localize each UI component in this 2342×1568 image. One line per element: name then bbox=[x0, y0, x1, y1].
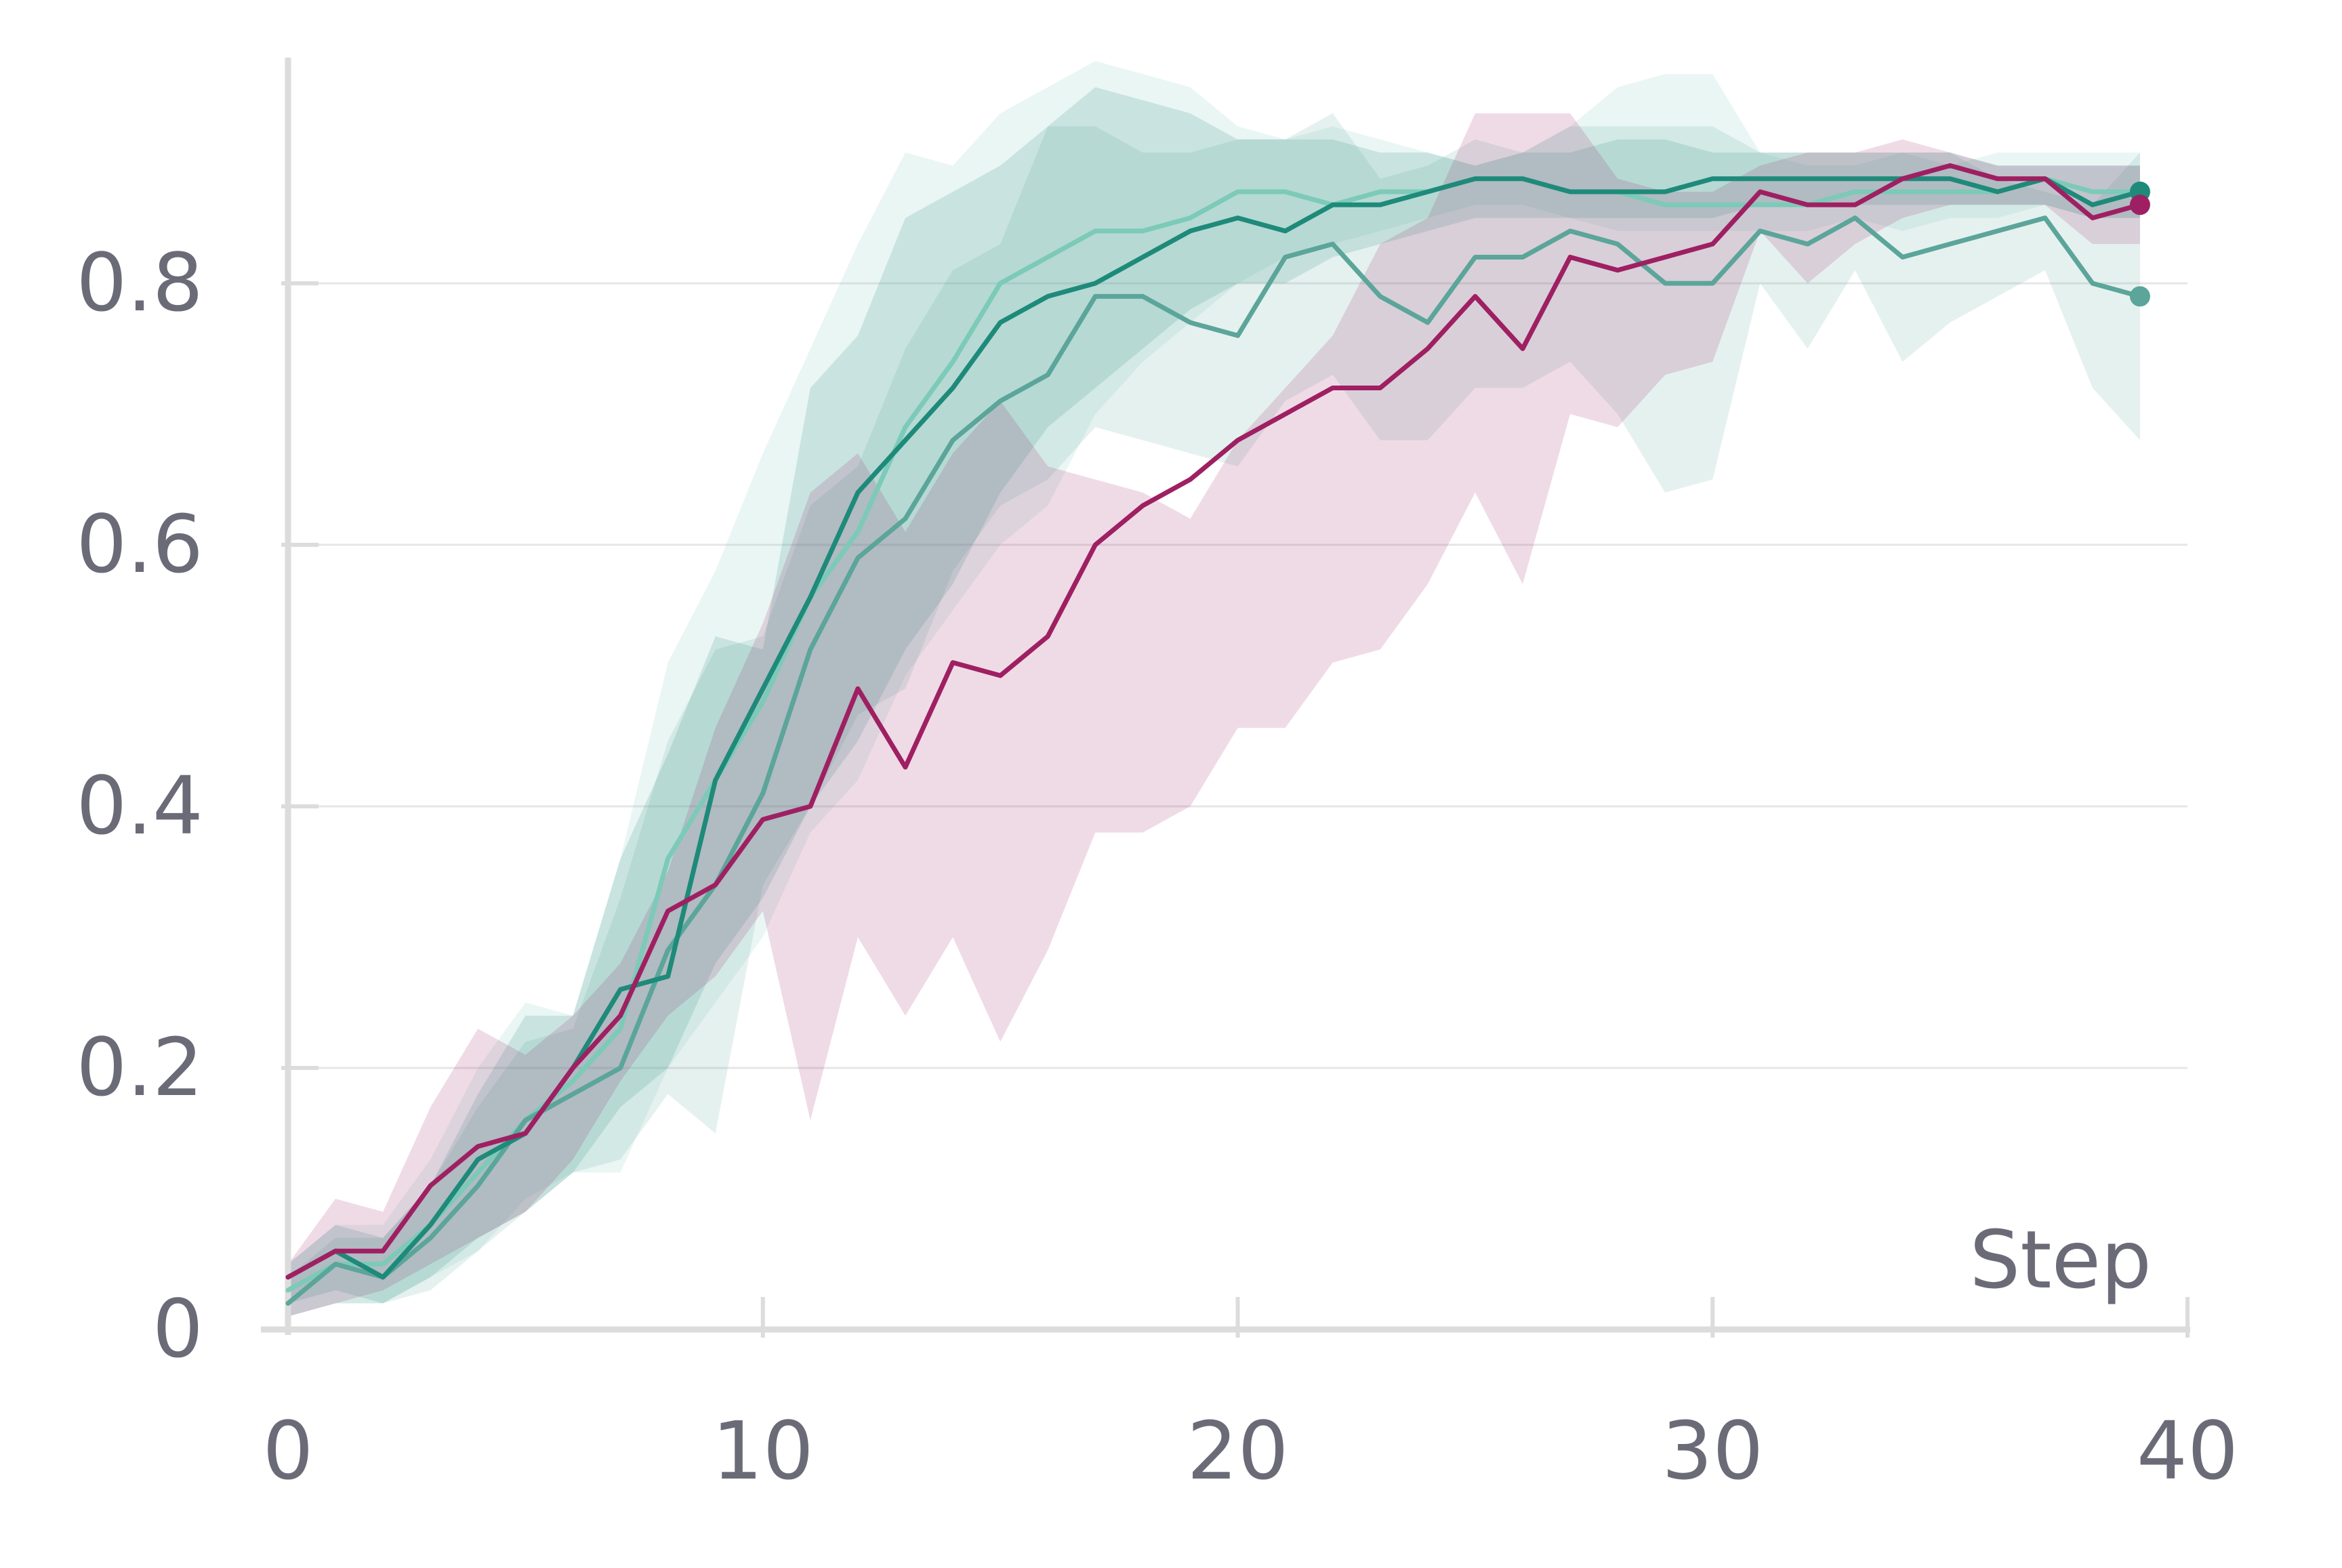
x-tick-label: 30 bbox=[1662, 1404, 1763, 1498]
x-tick-label: 40 bbox=[2137, 1404, 2238, 1498]
x-tick-label: 0 bbox=[262, 1404, 313, 1498]
confidence-band bbox=[288, 113, 2140, 1317]
axis-layer bbox=[261, 58, 2190, 1335]
series-line bbox=[285, 176, 2143, 1293]
confidence-band bbox=[288, 113, 2140, 1317]
y-tick-label: 0.8 bbox=[76, 236, 203, 329]
line-layer bbox=[285, 163, 2143, 1306]
band-layer bbox=[288, 61, 2140, 1317]
y-tick-label: 0.4 bbox=[76, 759, 203, 852]
confidence-band bbox=[288, 87, 2140, 1304]
series-line bbox=[285, 176, 2143, 1280]
y-tick-label: 0.6 bbox=[76, 497, 203, 591]
series-line bbox=[285, 215, 2143, 1306]
series-line bbox=[285, 163, 2143, 1280]
series-end-marker bbox=[2129, 194, 2150, 215]
y-tick-label: 0.2 bbox=[76, 1020, 203, 1114]
x-axis-title: Step bbox=[1969, 1213, 2152, 1306]
tick-label-layer: 0 0.2 0.4 0.6 0.8 0 10 20 30 40 bbox=[76, 236, 2238, 1498]
marker-layer bbox=[2129, 181, 2150, 307]
y-tick-label: 0 bbox=[152, 1282, 203, 1376]
x-tick-label: 10 bbox=[712, 1404, 814, 1498]
series-end-marker bbox=[2129, 286, 2150, 307]
x-tick-label: 20 bbox=[1187, 1404, 1288, 1498]
